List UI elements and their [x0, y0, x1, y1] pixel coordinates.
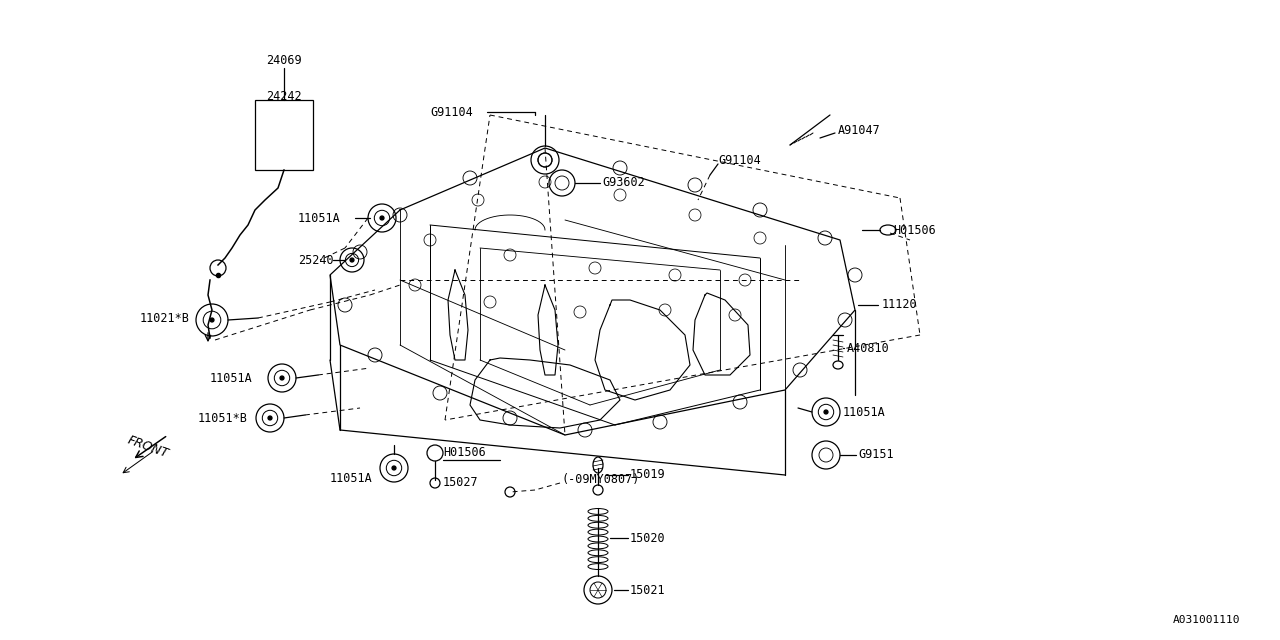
- Circle shape: [268, 416, 273, 420]
- Text: H01506: H01506: [893, 223, 936, 237]
- Text: A40810: A40810: [847, 342, 890, 355]
- Circle shape: [349, 258, 355, 262]
- Circle shape: [392, 466, 396, 470]
- Text: A91047: A91047: [838, 124, 881, 136]
- Text: G9151: G9151: [858, 449, 893, 461]
- Text: 25240: 25240: [298, 253, 334, 266]
- Text: G91104: G91104: [430, 106, 472, 118]
- Text: 11051A: 11051A: [330, 472, 372, 484]
- Text: 11021*B: 11021*B: [140, 312, 189, 324]
- Text: 15019: 15019: [630, 468, 666, 481]
- Text: 11051A: 11051A: [298, 211, 340, 225]
- Text: 24242: 24242: [266, 90, 302, 102]
- Circle shape: [280, 376, 284, 380]
- Text: 11051A: 11051A: [844, 406, 886, 419]
- Text: FRONT: FRONT: [125, 433, 170, 460]
- Text: H01506: H01506: [443, 447, 485, 460]
- Text: 15021: 15021: [630, 584, 666, 596]
- Text: 24069: 24069: [266, 54, 302, 67]
- Text: (-09MY0807): (-09MY0807): [562, 474, 640, 486]
- Circle shape: [824, 410, 828, 414]
- Circle shape: [210, 318, 214, 322]
- Circle shape: [380, 216, 384, 220]
- Text: 11120: 11120: [882, 298, 918, 312]
- Text: G91104: G91104: [718, 154, 760, 166]
- Text: 11051*B: 11051*B: [198, 412, 248, 424]
- Text: 11051A: 11051A: [210, 371, 252, 385]
- Bar: [255, 100, 314, 170]
- Text: A031001110: A031001110: [1172, 615, 1240, 625]
- Text: 15020: 15020: [630, 531, 666, 545]
- Text: G93602: G93602: [602, 177, 645, 189]
- Text: 15027: 15027: [443, 477, 479, 490]
